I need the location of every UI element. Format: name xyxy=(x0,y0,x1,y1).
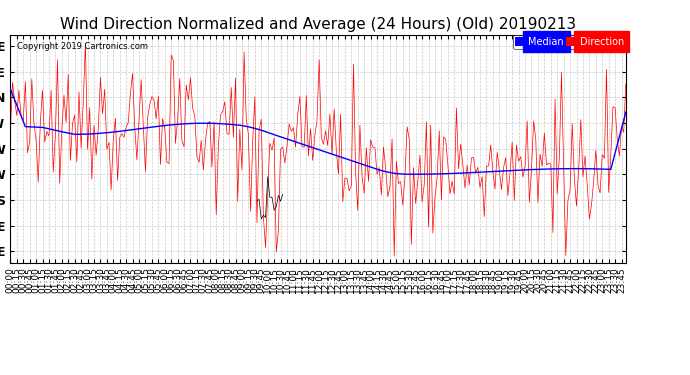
Legend: Median, Direction: Median, Direction xyxy=(513,35,626,49)
Title: Wind Direction Normalized and Average (24 Hours) (Old) 20190213: Wind Direction Normalized and Average (2… xyxy=(60,17,576,32)
Text: Copyright 2019 Cartronics.com: Copyright 2019 Cartronics.com xyxy=(17,42,148,51)
